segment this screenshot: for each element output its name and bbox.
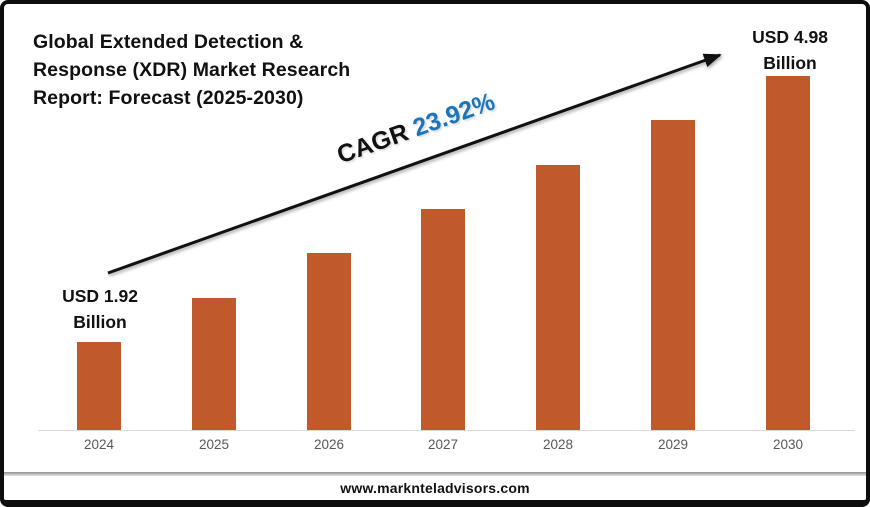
bar-2026 <box>307 253 351 430</box>
x-tick-2024: 2024 <box>83 437 115 452</box>
chart-title-line-1: Global Extended Detection & <box>33 31 304 53</box>
footer-bar: www.marknteladvisors.com <box>4 476 866 500</box>
last-bar-value-line-1: USD 4.98 <box>752 27 828 47</box>
bar-2030 <box>766 76 810 430</box>
last-bar-value-line-2: Billion <box>763 53 817 73</box>
x-axis-line <box>38 430 855 431</box>
bar-2029 <box>651 120 695 430</box>
x-tick-2029: 2029 <box>657 437 689 452</box>
x-tick-2026: 2026 <box>313 437 345 452</box>
first-bar-value-line-2: Billion <box>73 312 127 332</box>
footer-website-url: www.marknteladvisors.com <box>340 480 530 496</box>
chart-title-line-2: Response (XDR) Market Research <box>33 59 351 81</box>
first-bar-value-line-1: USD 1.92 <box>62 286 138 306</box>
bar-2024 <box>77 342 121 430</box>
x-tick-2030: 2030 <box>772 437 804 452</box>
bar-2025 <box>192 298 236 430</box>
footer-divider <box>4 472 866 476</box>
chart-title: Global Extended Detection & Response (XD… <box>33 28 373 112</box>
bar-2028 <box>536 165 580 430</box>
chart-title-line-3: Report: Forecast (2025-2030) <box>33 87 304 109</box>
last-bar-value-label: USD 4.98 Billion <box>710 24 866 76</box>
cagr-prefix: CAGR <box>333 118 413 170</box>
first-bar-value-label: USD 1.92 Billion <box>20 283 180 335</box>
bar-2027 <box>421 209 465 430</box>
cagr-value: 23.92% <box>409 87 499 143</box>
x-tick-2027: 2027 <box>427 437 459 452</box>
x-tick-2025: 2025 <box>198 437 230 452</box>
x-tick-2028: 2028 <box>542 437 574 452</box>
